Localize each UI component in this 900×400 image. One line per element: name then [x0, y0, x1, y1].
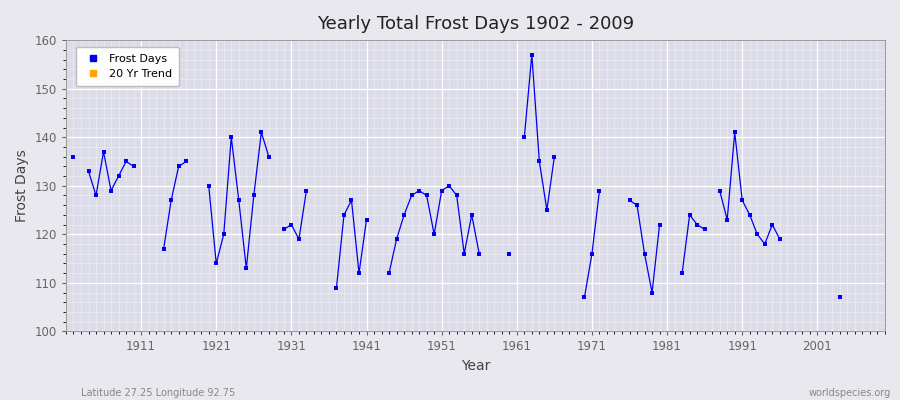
- Text: worldspecies.org: worldspecies.org: [809, 388, 891, 398]
- Y-axis label: Frost Days: Frost Days: [15, 149, 29, 222]
- X-axis label: Year: Year: [461, 359, 491, 373]
- Legend: Frost Days, 20 Yr Trend: Frost Days, 20 Yr Trend: [76, 47, 179, 86]
- Title: Yearly Total Frost Days 1902 - 2009: Yearly Total Frost Days 1902 - 2009: [317, 15, 634, 33]
- Text: Latitude 27.25 Longitude 92.75: Latitude 27.25 Longitude 92.75: [81, 388, 235, 398]
